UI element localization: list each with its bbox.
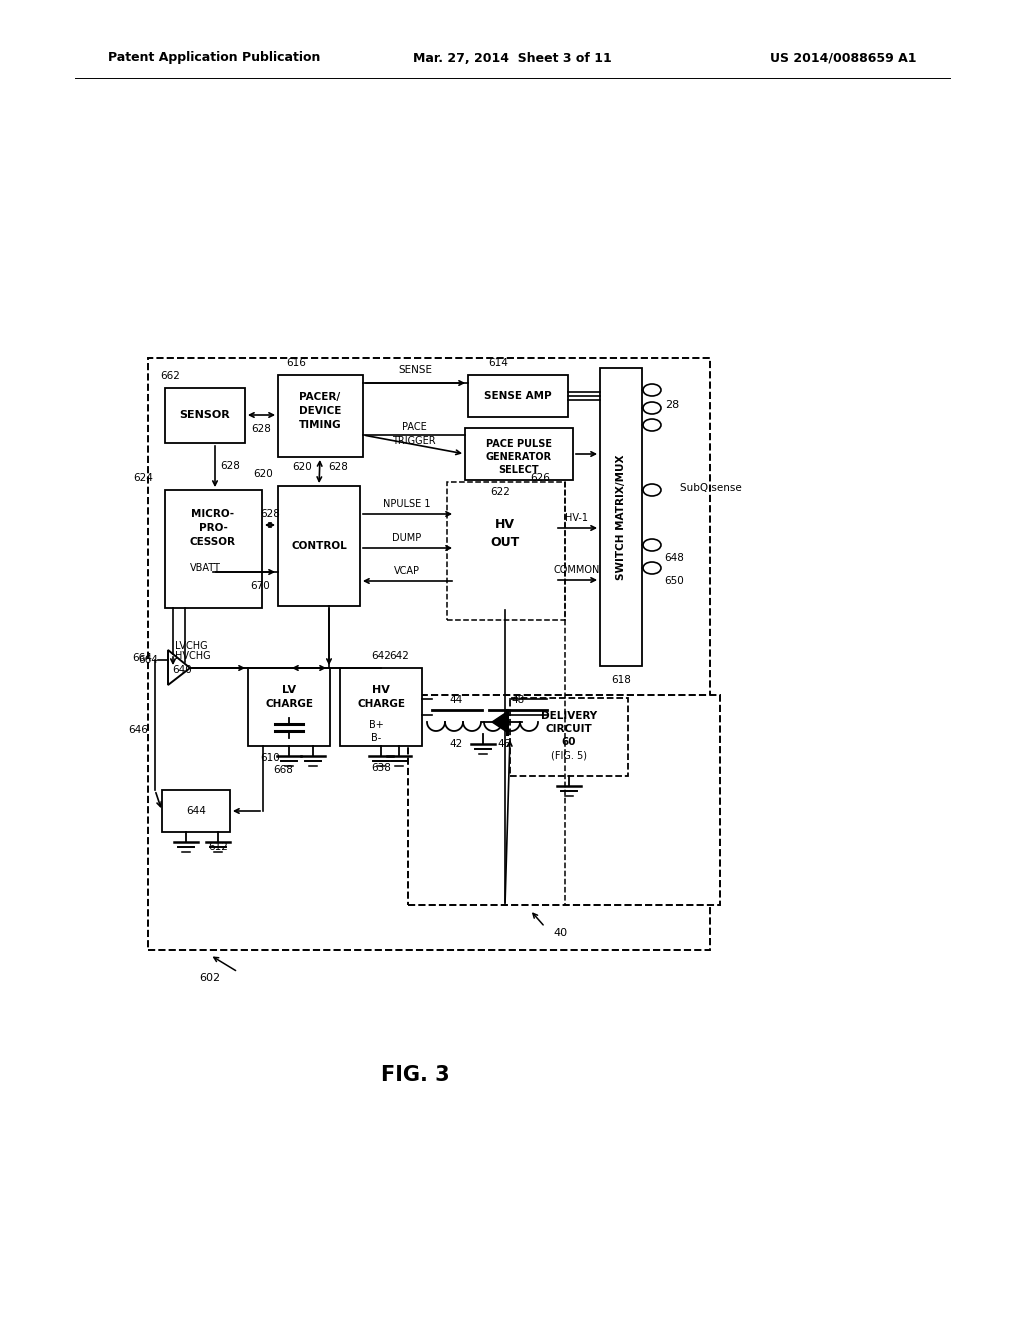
Bar	[510, 698, 628, 776]
Bar	[465, 428, 573, 480]
Text: 628: 628	[251, 424, 271, 434]
Text: CESSOR: CESSOR	[190, 537, 236, 546]
Polygon shape	[492, 711, 507, 733]
Bar	[165, 388, 245, 444]
Text: GENERATOR: GENERATOR	[486, 451, 552, 462]
Text: 622: 622	[490, 487, 510, 498]
Text: 624: 624	[133, 473, 153, 483]
Text: LV: LV	[282, 685, 296, 696]
Text: 628: 628	[220, 461, 240, 471]
Text: 60: 60	[562, 737, 577, 747]
Text: CONTROL: CONTROL	[291, 541, 347, 550]
Text: 638: 638	[371, 763, 391, 774]
Text: TIMING: TIMING	[299, 420, 341, 430]
Text: 620: 620	[292, 462, 312, 473]
Bar	[162, 789, 230, 832]
Bar	[447, 482, 565, 620]
Text: CHARGE: CHARGE	[265, 700, 313, 709]
Text: HV: HV	[372, 685, 390, 696]
Bar	[340, 668, 422, 746]
Text: (FIG. 5): (FIG. 5)	[551, 751, 587, 762]
Text: 628: 628	[260, 510, 280, 519]
Text: B-: B-	[371, 733, 381, 743]
Text: NPULSE 1: NPULSE 1	[383, 499, 431, 510]
Text: 48: 48	[511, 696, 524, 705]
Text: HV-1: HV-1	[565, 513, 589, 523]
Text: OUT: OUT	[490, 536, 519, 549]
Text: VBATT: VBATT	[189, 564, 220, 573]
Bar	[600, 368, 642, 667]
Bar	[468, 375, 568, 417]
Text: SENSE AMP: SENSE AMP	[484, 391, 552, 401]
Text: SENSE: SENSE	[398, 366, 432, 375]
Text: PACER/: PACER/	[299, 392, 341, 403]
Ellipse shape	[643, 539, 662, 550]
Text: TRIGGER: TRIGGER	[392, 436, 436, 446]
Text: 42: 42	[450, 739, 463, 748]
Text: 670: 670	[250, 581, 270, 591]
Text: 618: 618	[611, 675, 631, 685]
Text: 44: 44	[450, 696, 463, 705]
Text: 610: 610	[260, 752, 280, 763]
Text: 28: 28	[665, 400, 679, 411]
Bar	[278, 486, 360, 606]
Text: 40: 40	[553, 928, 567, 939]
Text: 626: 626	[530, 473, 550, 483]
Text: PACE: PACE	[401, 422, 426, 432]
Text: 642: 642	[389, 651, 409, 661]
Text: 664: 664	[132, 653, 152, 663]
Text: 646: 646	[128, 725, 148, 735]
Bar	[248, 668, 330, 746]
Text: PACE PULSE: PACE PULSE	[486, 440, 552, 449]
Text: 668: 668	[273, 766, 293, 775]
Text: DEVICE: DEVICE	[299, 407, 341, 416]
Ellipse shape	[643, 403, 662, 414]
Text: 614: 614	[488, 358, 508, 368]
Text: CIRCUIT: CIRCUIT	[546, 723, 592, 734]
Text: 642: 642	[371, 651, 391, 661]
Bar	[455, 490, 555, 610]
Bar	[408, 696, 720, 906]
Text: 662: 662	[160, 371, 180, 381]
Ellipse shape	[643, 484, 662, 496]
Bar	[165, 490, 262, 609]
Text: Mar. 27, 2014  Sheet 3 of 11: Mar. 27, 2014 Sheet 3 of 11	[413, 51, 611, 65]
Text: SELECT: SELECT	[499, 465, 540, 475]
Text: PRO-: PRO-	[199, 523, 227, 533]
Bar	[148, 358, 710, 950]
Text: 620: 620	[253, 469, 273, 479]
Text: 628: 628	[328, 462, 348, 473]
Ellipse shape	[643, 418, 662, 432]
Text: Patent Application Publication: Patent Application Publication	[108, 51, 321, 65]
Text: SWITCH MATRIX/MUX: SWITCH MATRIX/MUX	[616, 454, 626, 579]
Text: 640: 640	[172, 665, 191, 675]
Text: CHARGE: CHARGE	[357, 700, 406, 709]
Text: 602: 602	[200, 973, 220, 983]
Text: DELIVERY: DELIVERY	[541, 711, 597, 721]
Text: FIG. 3: FIG. 3	[381, 1065, 450, 1085]
Text: 616: 616	[286, 358, 306, 368]
Text: SENSOR: SENSOR	[179, 411, 230, 420]
Text: 648: 648	[664, 553, 684, 564]
Ellipse shape	[643, 562, 662, 574]
Text: B+: B+	[369, 719, 383, 730]
Text: MICRO-: MICRO-	[191, 510, 234, 519]
Text: 650: 650	[665, 576, 684, 586]
Text: HVCHG: HVCHG	[175, 651, 211, 661]
Text: LVCHG: LVCHG	[175, 642, 208, 651]
Bar	[278, 375, 362, 457]
Text: 644: 644	[186, 807, 206, 816]
Text: COMMON: COMMON	[554, 565, 600, 576]
Text: 664: 664	[138, 655, 158, 665]
Text: US 2014/0088659 A1: US 2014/0088659 A1	[769, 51, 916, 65]
Text: DUMP: DUMP	[392, 533, 422, 543]
Text: 612: 612	[208, 842, 228, 851]
Text: HV: HV	[495, 519, 515, 532]
Text: SubQ sense: SubQ sense	[680, 483, 741, 492]
Text: VCAP: VCAP	[394, 566, 420, 576]
Ellipse shape	[643, 384, 662, 396]
Text: 46: 46	[498, 739, 511, 748]
